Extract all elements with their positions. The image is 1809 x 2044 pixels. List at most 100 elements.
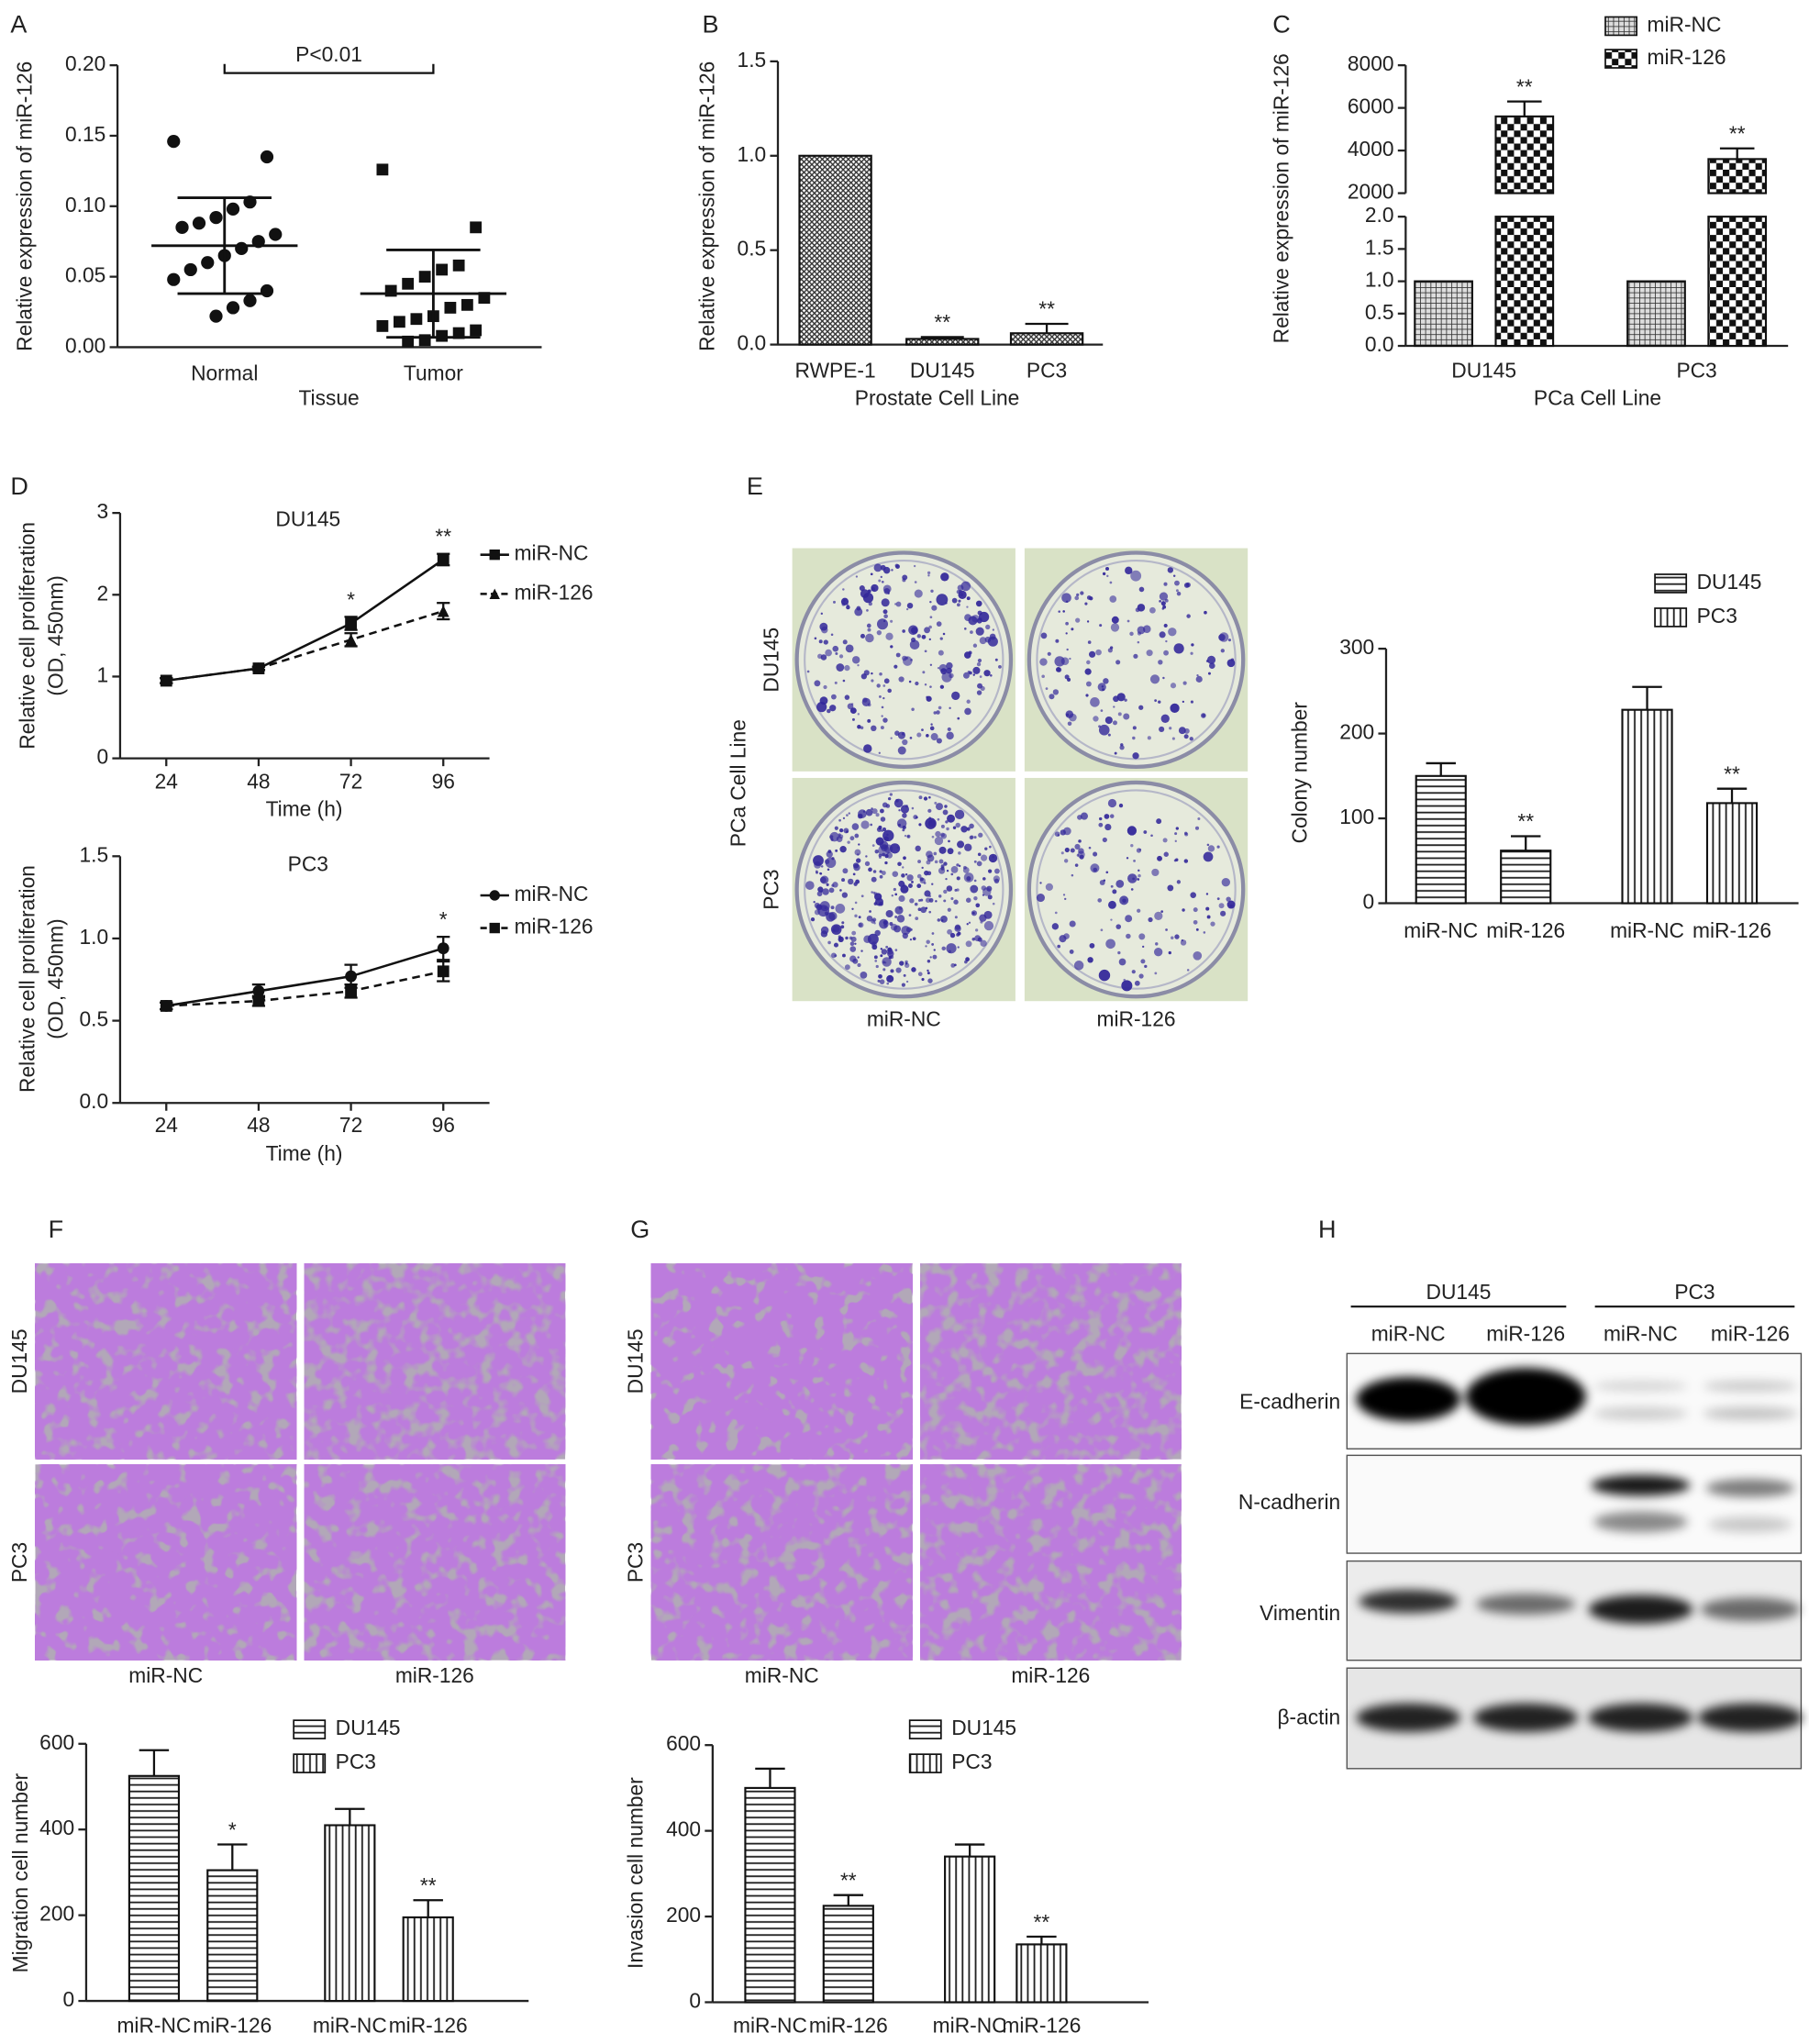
- colony: [1095, 649, 1102, 656]
- colony: [1226, 896, 1231, 902]
- x-tick-label: miR-NC: [1610, 918, 1684, 942]
- x-tick-label: 72: [339, 1113, 362, 1137]
- colony: [898, 808, 901, 812]
- colony: [980, 920, 983, 924]
- colony: [979, 914, 987, 922]
- colony: [947, 907, 951, 912]
- colony: [969, 823, 974, 829]
- colony: [895, 652, 901, 658]
- image-row-label: DU145: [623, 1328, 647, 1394]
- colony: [1183, 734, 1189, 739]
- panel-letter: B: [702, 11, 718, 39]
- colony: [980, 939, 987, 948]
- colony: [925, 897, 931, 903]
- colony: [946, 869, 949, 872]
- marker: [402, 277, 415, 290]
- colony: [937, 817, 940, 821]
- colony: [1148, 916, 1153, 923]
- colony: [1167, 884, 1174, 892]
- colony: [1220, 910, 1226, 916]
- colony: [855, 879, 860, 884]
- marker: [470, 221, 483, 234]
- colony: [897, 861, 902, 867]
- colony: [1205, 906, 1210, 911]
- colony: [896, 818, 907, 828]
- colony: [1160, 601, 1166, 606]
- y-tick-label: 2.0: [1365, 203, 1394, 227]
- cell-stain: [304, 1263, 566, 1460]
- colony: [946, 661, 953, 670]
- colony: [1105, 871, 1109, 874]
- colony: [1200, 713, 1206, 718]
- colony: [1104, 814, 1110, 819]
- colony: [977, 852, 982, 857]
- colony: [1098, 969, 1111, 982]
- y-axis-label: Relative expression of miR-126: [13, 61, 37, 351]
- colony: [835, 904, 846, 914]
- x-tick-label: miR-126: [1692, 918, 1771, 942]
- significance-bracket: [223, 63, 435, 74]
- colony: [1067, 721, 1072, 727]
- legend-swatch: [908, 1719, 942, 1739]
- x-tick-label: Tumor: [404, 361, 463, 384]
- colony: [1189, 737, 1193, 741]
- colony: [938, 705, 942, 710]
- colony: [981, 854, 988, 861]
- y-tick-label: 0: [689, 1988, 701, 2012]
- x-tick-label: Normal: [191, 361, 258, 384]
- colony: [858, 916, 861, 919]
- colony: [975, 928, 979, 932]
- image-side-label: PCa Cell Line: [727, 719, 750, 847]
- colony: [947, 848, 954, 855]
- colony: [935, 900, 938, 903]
- y-tick-label: 0.00: [65, 333, 105, 357]
- colony: [1186, 614, 1191, 618]
- colony: [1114, 751, 1117, 755]
- colony: [882, 696, 885, 700]
- colony: [987, 894, 993, 900]
- colony: [816, 871, 818, 874]
- colony: [1073, 961, 1084, 971]
- legend-swatch: [293, 1719, 327, 1739]
- lane-label: miR-126: [1486, 1321, 1565, 1345]
- colony: [1195, 675, 1203, 683]
- band: [1588, 1703, 1693, 1732]
- colony: [1062, 894, 1066, 896]
- colony: [854, 833, 860, 839]
- bar: [905, 338, 980, 346]
- panel-letter: H: [1318, 1216, 1337, 1243]
- colony: [955, 822, 960, 828]
- colony: [852, 862, 860, 869]
- colony: [926, 939, 930, 944]
- lane-label: miR-126: [1711, 1321, 1790, 1345]
- y-tick-label: 200: [666, 1903, 701, 1927]
- colony: [857, 962, 861, 968]
- colony: [895, 601, 902, 607]
- colony: [943, 889, 948, 894]
- significance-label: **: [1516, 74, 1533, 98]
- colony: [830, 905, 835, 910]
- colony: [916, 873, 922, 879]
- colony: [1163, 582, 1168, 586]
- colony: [823, 639, 828, 645]
- colony: [874, 849, 879, 854]
- colony: [852, 958, 859, 964]
- colony: [846, 830, 849, 834]
- colony: [927, 871, 932, 876]
- colony: [1115, 924, 1122, 929]
- y-axis-label: Relative cell proliferation: [15, 522, 39, 750]
- x-tick-label: miR-126: [389, 2014, 468, 2038]
- colony: [1098, 822, 1104, 828]
- colony: [939, 637, 943, 640]
- colony: [873, 922, 876, 925]
- colony: [1107, 733, 1111, 737]
- colony: [1136, 848, 1142, 853]
- marker: [410, 313, 423, 326]
- colony: [851, 717, 855, 721]
- colony: [1146, 650, 1153, 657]
- colony: [819, 876, 827, 883]
- colony: [938, 650, 944, 656]
- colony: [968, 921, 971, 924]
- panel-letter: G: [630, 1216, 649, 1243]
